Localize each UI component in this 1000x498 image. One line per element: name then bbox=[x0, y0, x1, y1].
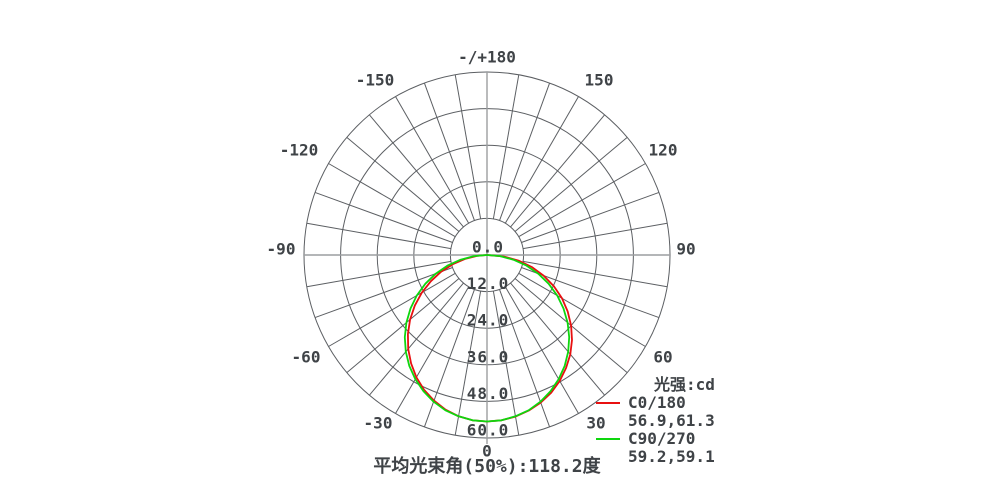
legend-item-c0-180: C0/180 bbox=[596, 394, 715, 412]
polar-spoke bbox=[518, 163, 646, 238]
legend-label-c90-270: C90/270 bbox=[628, 429, 696, 448]
angle-tick-label: 30 bbox=[586, 414, 605, 433]
polar-spoke bbox=[518, 272, 646, 347]
radial-tick-label: 24.0 bbox=[467, 311, 510, 330]
polar-spoke bbox=[306, 260, 452, 288]
polar-spoke bbox=[510, 114, 606, 228]
polar-spoke bbox=[423, 82, 475, 221]
polar-spoke bbox=[522, 222, 668, 250]
polar-spoke bbox=[346, 278, 460, 374]
polar-spoke bbox=[368, 282, 464, 396]
angle-tick-label: 90 bbox=[676, 240, 695, 259]
angle-tick-label: 150 bbox=[585, 71, 614, 90]
polar-spoke bbox=[492, 290, 520, 436]
legend-values-c90-270: 59.2,59.1 bbox=[628, 447, 715, 466]
angle-tick-label: -/+180 bbox=[458, 48, 516, 67]
legend-title: 光强:cd bbox=[654, 375, 715, 394]
polar-spoke bbox=[314, 267, 453, 319]
polar-spoke bbox=[368, 114, 464, 228]
angle-tick-label: -30 bbox=[364, 414, 393, 433]
legend-label-c0-180: C0/180 bbox=[628, 393, 686, 412]
polar-spoke bbox=[454, 74, 482, 220]
legend-values-c0-180: 56.9,61.3 bbox=[628, 411, 715, 430]
polar-spoke bbox=[510, 282, 606, 396]
radial-tick-label: 12.0 bbox=[467, 274, 510, 293]
polar-spoke bbox=[514, 136, 628, 232]
polar-spoke bbox=[499, 82, 551, 221]
angle-tick-label: -60 bbox=[292, 348, 321, 367]
series-curve-c90-270 bbox=[403, 254, 571, 423]
polar-spoke bbox=[521, 191, 660, 243]
polar-spoke bbox=[454, 290, 482, 436]
polar-spoke bbox=[314, 191, 453, 243]
polar-spoke bbox=[328, 272, 456, 347]
polar-spoke bbox=[346, 136, 460, 232]
polar-spoke bbox=[499, 289, 551, 428]
c0-180-line-swatch bbox=[596, 402, 620, 404]
angle-tick-label: 120 bbox=[649, 141, 678, 160]
legend: 光强:cd C0/180 56.9,61.3 C90/270 59.2,59.1 bbox=[596, 376, 715, 466]
radial-tick-label: 48.0 bbox=[467, 384, 510, 403]
c90-270-line-swatch bbox=[596, 438, 620, 440]
angle-tick-label: 60 bbox=[653, 348, 672, 367]
polar-spoke bbox=[328, 163, 456, 238]
legend-item-c90-270: C90/270 bbox=[596, 430, 715, 448]
polar-spoke bbox=[522, 260, 668, 288]
radial-tick-label: 60.0 bbox=[467, 421, 510, 440]
polar-spoke bbox=[504, 96, 579, 224]
angle-tick-label: 0 bbox=[482, 442, 492, 461]
polar-spoke bbox=[423, 289, 475, 428]
radial-tick-label: 0.0 bbox=[472, 238, 504, 257]
radial-tick-label: 36.0 bbox=[467, 347, 510, 366]
beam-angle-note: 平均光束角(50%):118.2度 bbox=[373, 456, 601, 477]
polar-spoke bbox=[395, 286, 470, 414]
polar-spoke bbox=[306, 222, 452, 250]
angle-tick-label: -120 bbox=[280, 141, 319, 160]
polar-spoke bbox=[504, 286, 579, 414]
polar-spoke bbox=[395, 96, 470, 224]
angle-tick-label: -150 bbox=[356, 71, 395, 90]
polar-spoke bbox=[492, 74, 520, 220]
angle-tick-label: -90 bbox=[267, 240, 296, 259]
